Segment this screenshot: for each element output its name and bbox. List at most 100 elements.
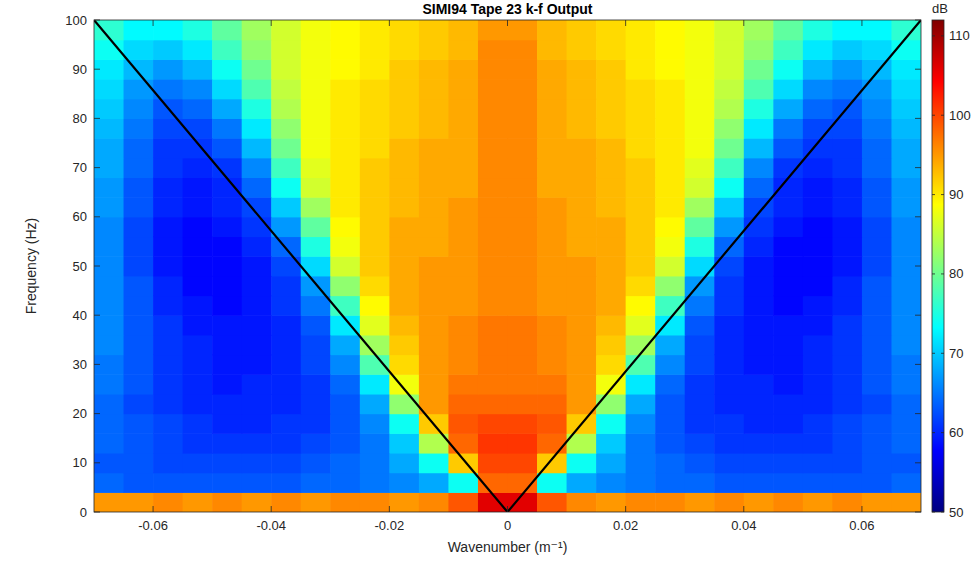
heat-cell (124, 118, 154, 138)
heat-cell (153, 256, 183, 276)
heat-cell (360, 59, 390, 79)
heat-cell (419, 158, 449, 178)
y-tick (915, 512, 921, 513)
x-tick (743, 506, 744, 512)
heat-cell (183, 236, 213, 256)
heat-cell (803, 414, 833, 434)
heat-cell (508, 394, 538, 414)
heat-cell (596, 79, 626, 99)
heat-cell (242, 99, 272, 119)
heat-cell (714, 20, 744, 40)
heat-cell (537, 40, 567, 60)
heat-cell (626, 236, 656, 256)
heat-cell (360, 99, 390, 119)
heat-cell (773, 118, 803, 138)
heat-cell (567, 118, 597, 138)
heat-cell (803, 177, 833, 197)
heat-cell (448, 453, 478, 473)
heat-cell (389, 335, 419, 355)
heat-cell (744, 20, 774, 40)
heat-cell (596, 492, 626, 512)
heat-cell (271, 177, 301, 197)
heat-cell (301, 158, 331, 178)
heat-cell (301, 355, 331, 375)
heat-cell (803, 99, 833, 119)
heat-cell (448, 492, 478, 512)
y-tick (915, 69, 921, 70)
heat-cell (94, 492, 124, 512)
heat-cell (626, 433, 656, 453)
heat-cell (537, 433, 567, 453)
heat-cell (685, 177, 715, 197)
heat-cell (832, 374, 862, 394)
heat-cell (242, 492, 272, 512)
heat-cell (419, 20, 449, 40)
heat-cell (183, 414, 213, 434)
heat-cell (183, 355, 213, 375)
heat-cell (714, 197, 744, 217)
heat-cell (448, 276, 478, 296)
heat-cell (567, 20, 597, 40)
heat-cell (626, 40, 656, 60)
heat-cell (389, 492, 419, 512)
heat-cell (183, 453, 213, 473)
colorbar-tick (932, 512, 935, 513)
heat-cell (153, 414, 183, 434)
heat-cell (891, 217, 921, 237)
heat-cell (389, 256, 419, 276)
heat-cell (330, 236, 360, 256)
heat-cell (330, 473, 360, 493)
heat-cell (626, 296, 656, 316)
colorbar-tick (941, 273, 944, 274)
heat-cell (124, 99, 154, 119)
heat-cell (655, 138, 685, 158)
heat-cell (478, 20, 508, 40)
heat-cell (153, 473, 183, 493)
heat-cell (242, 79, 272, 99)
heat-cell (832, 197, 862, 217)
heat-cell (419, 453, 449, 473)
heat-cell (153, 296, 183, 316)
heat-cell (626, 394, 656, 414)
heat-cell (803, 158, 833, 178)
heat-cell (242, 276, 272, 296)
heat-cell (478, 79, 508, 99)
heat-cell (448, 315, 478, 335)
heat-cell (271, 236, 301, 256)
heat-cell (330, 256, 360, 276)
heat-cell (478, 40, 508, 60)
heat-cell (478, 256, 508, 276)
y-tick (915, 118, 921, 119)
heat-cell (596, 296, 626, 316)
heat-cell (271, 315, 301, 335)
heat-cell (448, 473, 478, 493)
heat-cell (655, 236, 685, 256)
heat-cell (301, 236, 331, 256)
y-tick (94, 216, 100, 217)
x-tick (625, 506, 626, 512)
heat-cell (124, 315, 154, 335)
heat-cell (832, 40, 862, 60)
heat-cell (655, 374, 685, 394)
heat-cell (124, 492, 154, 512)
colorbar-tick (941, 194, 944, 195)
heat-cell (212, 197, 242, 217)
heat-cell (744, 59, 774, 79)
heat-cell (685, 158, 715, 178)
heat-cell (212, 473, 242, 493)
heat-cell (94, 315, 124, 335)
heat-cell (183, 40, 213, 60)
heat-cell (655, 158, 685, 178)
x-tick-label: -0.04 (256, 518, 286, 533)
heat-cell (567, 138, 597, 158)
heat-cell (744, 177, 774, 197)
heat-cell (773, 394, 803, 414)
heat-cell (212, 492, 242, 512)
heat-cell (832, 20, 862, 40)
heat-cell (596, 236, 626, 256)
y-tick (915, 266, 921, 267)
heat-cell (478, 394, 508, 414)
heat-cell (153, 394, 183, 414)
heat-cell (94, 394, 124, 414)
colorbar-tick (932, 35, 935, 36)
